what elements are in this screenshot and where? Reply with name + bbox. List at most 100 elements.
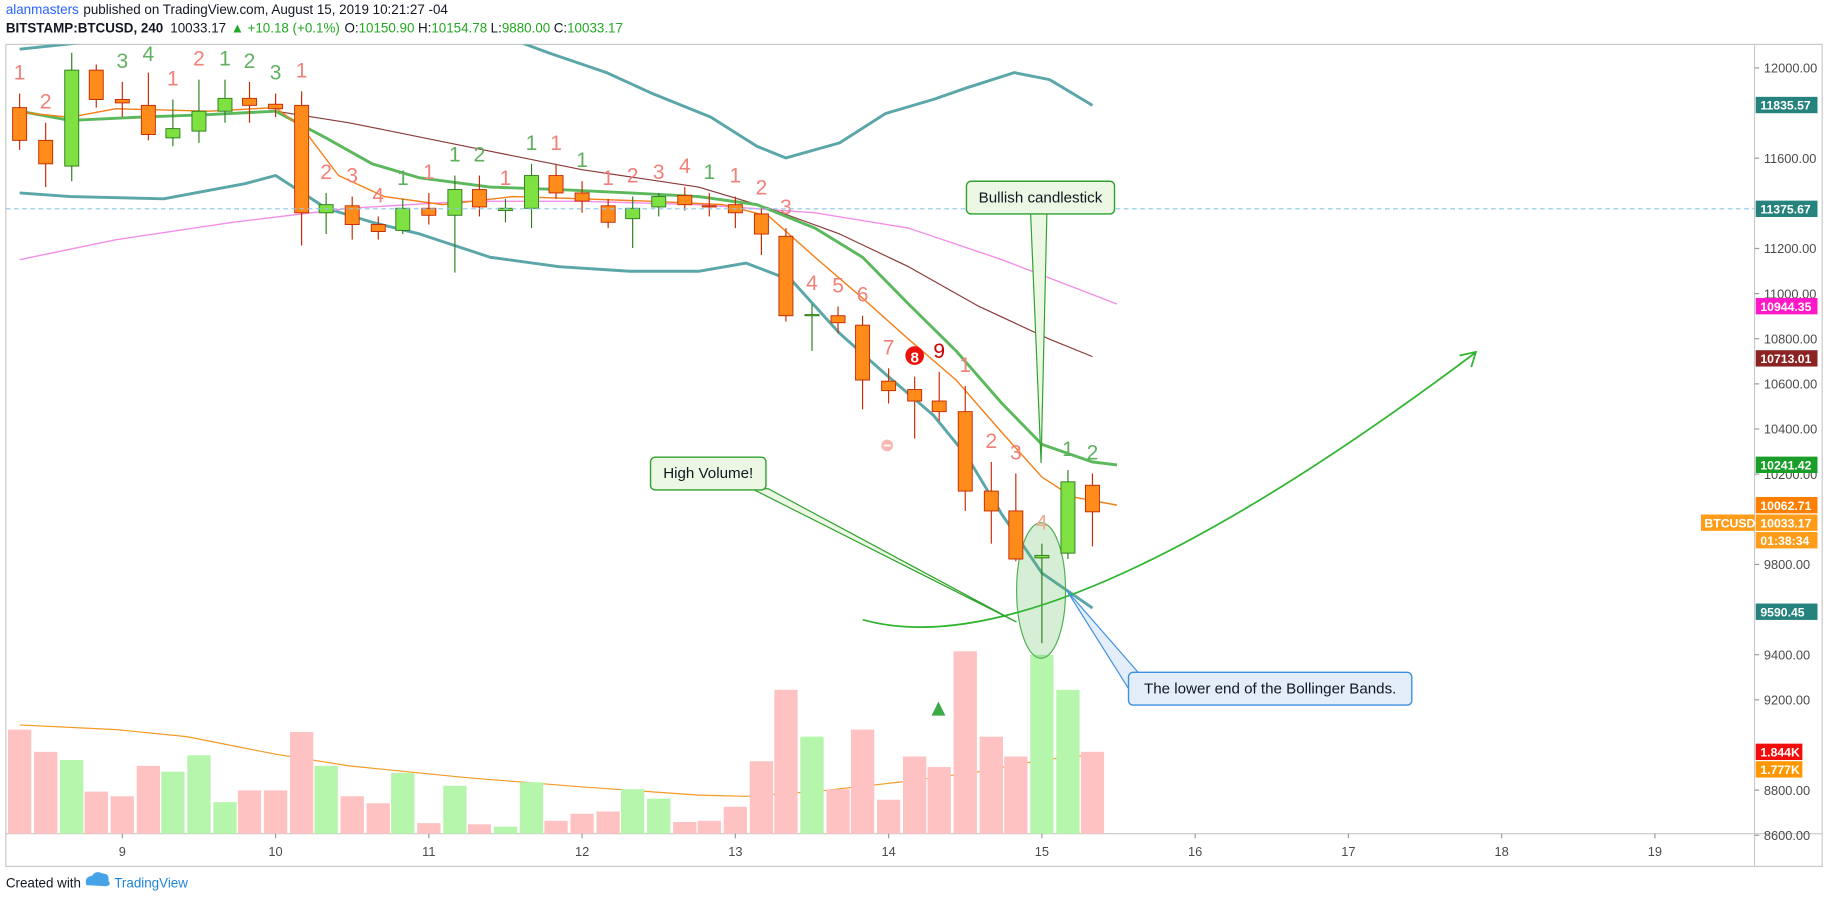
td-count: 4 [1036,512,1048,535]
author[interactable]: alanmasters [6,2,79,17]
td-count: 1 [219,48,231,71]
x-tick-label: 17 [1341,844,1355,859]
callout-box [1127,671,1413,706]
td-count: 1 [1062,438,1074,461]
callout-box [965,180,1116,215]
indicator-line [19,174,1094,610]
candle-body [165,128,181,139]
x-tick-label: 14 [881,844,895,859]
candle-body [395,207,411,231]
price-label-box [1755,456,1818,473]
price-label: 10241.42 [1760,458,1811,472]
candle-body [548,175,564,194]
price-label-box [1755,350,1818,367]
volume-bar [621,789,645,834]
candle-body [12,107,28,141]
candle-body [574,192,590,202]
td-count: 4 [806,272,818,295]
volume-bar [366,803,390,834]
td-count: 1 [14,62,26,85]
countdown-box [1755,532,1818,549]
y-tick-label: 10800.00 [1764,331,1817,346]
td-count: 3 [1010,441,1022,464]
price-label-box [1755,514,1818,531]
ohlc-label: O: [344,21,358,36]
candle-body [268,103,284,110]
volume-bar [544,820,568,834]
volume-label-box [1755,743,1803,761]
td-count: 2 [1087,441,1099,464]
symbol-label: BTCUSD [1704,516,1755,530]
callout-text: Bullish candlestick [979,189,1103,206]
x-tick-label: 13 [728,844,742,859]
x-tick-label: 12 [575,844,589,859]
td-count: 2 [320,161,332,184]
td-count: 3 [780,196,792,219]
td-count: 1 [449,144,461,167]
footer-created: Created with [6,875,81,890]
label-layer: 8600.008800.009200.009400.009800.0010200… [5,61,1818,859]
ohlc-label: H: [418,21,431,36]
volume-bar [237,790,262,834]
ohlc-value: 9880.00 [502,21,550,36]
candle-body [753,213,769,235]
projection-curve [862,352,1476,629]
td-count: 1 [703,161,715,184]
symbol-label-box [1700,514,1755,531]
volume-bar [443,785,467,834]
y-tick-label: 10400.00 [1764,422,1817,437]
volume-bar [1030,654,1054,834]
signal-triangle [931,701,946,716]
volume-label: 1.777K [1760,763,1800,777]
candle-body [242,97,257,106]
y-tick-label: 10600.00 [1764,377,1817,392]
volume-bar [800,736,824,834]
candle-body [88,69,104,100]
volume-label: 1.844K [1760,745,1800,759]
candle-body [38,139,54,165]
volume-bar [467,824,492,834]
change-arrow: ▲ [231,21,244,36]
ohlc-value: 10150.90 [359,21,415,36]
y-tick-label: 9800.00 [1764,557,1810,572]
volume-bar [289,731,314,834]
volume-bar [519,782,544,834]
volume-bar [1004,756,1028,834]
x-tick-label: 18 [1495,844,1509,859]
price-label-box [1755,200,1818,217]
volume-bar [161,771,185,834]
footer-brand[interactable]: TradingView [114,875,188,890]
candle-body [677,194,693,206]
volume-bar [7,729,32,834]
td-count: 4 [679,155,691,178]
volume-bar [979,736,1003,834]
td-count: 1 [397,167,409,190]
volume-bar [60,760,84,834]
price-label: 9590.45 [1760,605,1804,619]
highlight-ellipse [1016,522,1067,659]
td-count: 2 [985,430,997,453]
candle-body [447,189,463,216]
candle-body [651,196,667,208]
candle-body [140,104,156,135]
candle-body [191,110,207,132]
volume-bar [493,826,518,834]
volume-bar [953,651,977,834]
candle-body [471,189,487,208]
candle-body [600,205,616,223]
candle-body [114,99,130,104]
indicator-line [19,106,1118,506]
td-count: 1 [500,167,512,190]
td-count: 5 [832,274,844,297]
volume-bar [596,811,620,834]
x-tick-label: 15 [1035,844,1049,859]
td-count: 1 [550,132,562,155]
td-count: 2 [244,50,256,73]
td-circle [905,346,925,365]
td-count: 4 [143,43,155,66]
price-label: 10033.17 [1760,516,1811,530]
td-count: 9 [933,340,945,363]
candle-body [701,205,717,208]
